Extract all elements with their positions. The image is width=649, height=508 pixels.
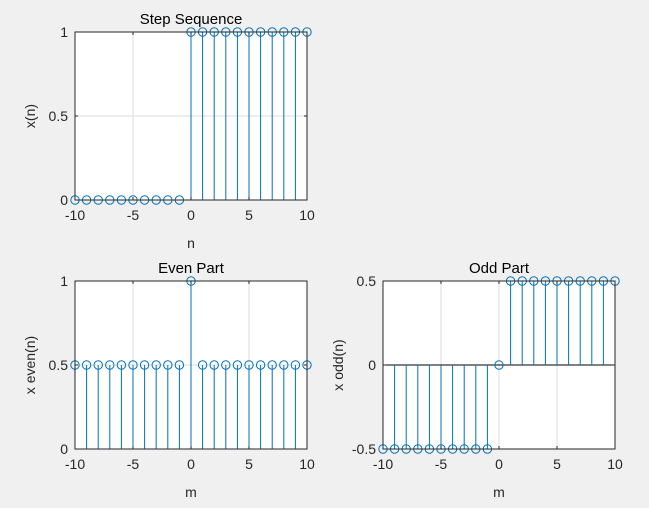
odd-axes: -10 -5 0 5 10 -0.5 0 0.5 Odd Part m x odd(n) (330, 260, 623, 500)
odd-x-tick-label: -5 (435, 456, 448, 472)
even-y-tick-label: 0.5 (49, 357, 69, 373)
even-stem-marker (163, 360, 173, 370)
even-stem-marker (174, 360, 185, 370)
even-x-tick-label: 10 (299, 456, 315, 472)
step-y-tick-label: 1 (60, 24, 68, 40)
step-x-tick-label: 0 (187, 207, 195, 223)
step-xlabel: n (187, 235, 195, 251)
even-stem-marker (267, 360, 277, 370)
odd-x-tick-label: 10 (607, 456, 623, 472)
odd-y-tick-label: -0.5 (352, 441, 376, 457)
odd-stem-marker (494, 360, 504, 370)
even-stem-marker (81, 360, 92, 370)
odd-y-tick-label: 0.5 (357, 273, 377, 289)
odd-x-tick-label: 0 (495, 456, 503, 472)
even-stem-marker (290, 360, 301, 370)
step-y-tick-label: 0 (60, 192, 68, 208)
even-xlabel: m (185, 484, 197, 500)
step-x-tick-label: -10 (65, 207, 85, 223)
even-stem-marker (139, 360, 150, 370)
even-stem-marker (279, 360, 289, 370)
even-stem-marker (221, 360, 231, 370)
even-x-tick-label: -10 (65, 456, 85, 472)
odd-y-tick-label: 0 (368, 357, 376, 373)
step-ylabel: x(n) (22, 104, 38, 128)
odd-ylabel: x odd(n) (330, 339, 346, 390)
odd-xlabel: m (493, 484, 505, 500)
even-stem-marker (244, 360, 254, 370)
even-y-tick-label: 1 (60, 273, 68, 289)
step-x-tick-label: -5 (127, 207, 140, 223)
step-x-tick-label: 5 (245, 207, 253, 223)
even-stem-marker (209, 360, 219, 370)
even-ylabel: x even(n) (22, 336, 38, 394)
even-stem-marker (151, 360, 161, 370)
even-stem-marker (232, 360, 243, 370)
even-stem-marker (255, 360, 266, 370)
even-title: Even Part (158, 260, 225, 277)
even-x-tick-label: 0 (187, 456, 195, 472)
odd-title: Odd Part (469, 260, 530, 277)
step-title: Step Sequence (140, 11, 243, 28)
even-y-tick-label: 0 (60, 441, 68, 457)
even-stem-marker (197, 360, 208, 370)
step-x-tick-label: 10 (299, 207, 315, 223)
even-stem-marker (116, 360, 127, 370)
even-axes: -10 -5 0 5 10 0 0.5 1 Even Part m x even(n) (22, 260, 315, 500)
odd-x-tick-label: 5 (553, 456, 561, 472)
step-axes: -10 -5 0 5 10 0 0.5 1 Step Sequence n x(n) (22, 11, 315, 251)
even-x-tick-label: 5 (245, 456, 253, 472)
even-stem-marker (105, 360, 115, 370)
even-x-tick-label: -5 (127, 456, 140, 472)
odd-x-tick-label: -10 (373, 456, 393, 472)
step-y-tick-label: 0.5 (49, 108, 69, 124)
even-stem-marker (128, 360, 138, 370)
even-stem-marker (93, 360, 103, 370)
